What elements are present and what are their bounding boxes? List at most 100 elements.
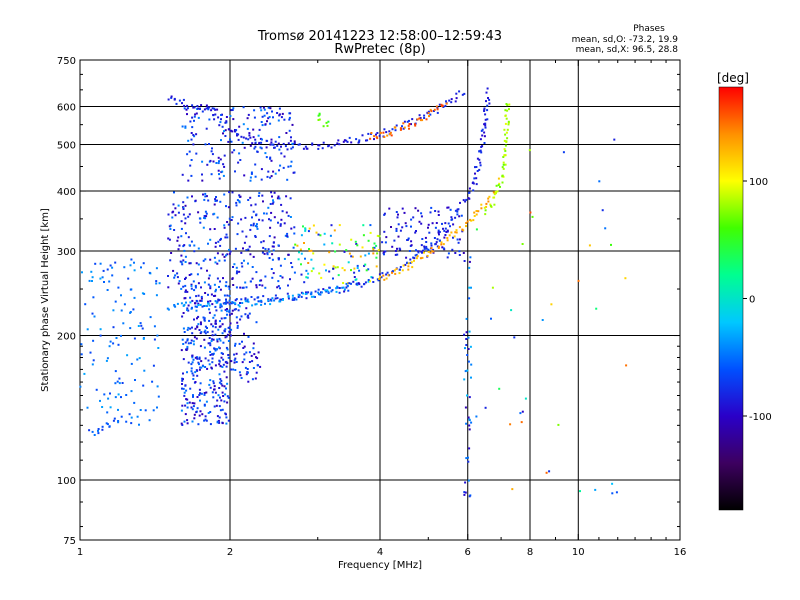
scatter-point — [521, 243, 524, 245]
scatter-point — [173, 229, 176, 231]
data-points — [79, 87, 628, 498]
scatter-point — [256, 357, 259, 360]
trace-point — [219, 303, 222, 306]
scatter-point — [249, 196, 252, 199]
scatter-point — [142, 337, 145, 340]
scatter-point — [300, 263, 302, 266]
scatter-point — [465, 331, 468, 334]
scatter-point — [92, 296, 95, 299]
scatter-point — [138, 423, 140, 426]
trace-point — [175, 102, 178, 105]
scatter-point — [130, 416, 133, 419]
scatter-point — [458, 215, 461, 218]
scatter-point — [251, 266, 254, 268]
trace-point — [440, 241, 443, 244]
phase-annotation-heading: Phases — [633, 24, 665, 34]
scatter-point — [279, 264, 282, 267]
scatter-point — [209, 238, 212, 241]
scatter-point — [266, 175, 269, 178]
scatter-point — [217, 240, 220, 243]
scatter-point — [367, 268, 370, 271]
trace-point — [456, 210, 459, 213]
scatter-point — [197, 282, 200, 285]
scatter-point — [469, 345, 472, 348]
trace-point — [182, 98, 185, 101]
scatter-point — [285, 211, 288, 214]
phase-annotation-o-mode: mean, sd,O: -73.2, 19.9 — [572, 35, 679, 45]
scatter-point — [209, 350, 212, 353]
scatter-point — [289, 139, 292, 142]
scatter-point — [257, 134, 260, 137]
trace-point — [493, 196, 496, 199]
scatter-point — [235, 352, 238, 355]
scatter-point — [221, 323, 224, 326]
scatter-point — [210, 293, 213, 296]
scatter-point — [226, 221, 229, 223]
scatter-point — [251, 277, 254, 280]
trace-point — [415, 257, 418, 260]
scatter-point — [323, 243, 326, 246]
scatter-point — [206, 163, 209, 166]
scatter-point — [243, 241, 246, 244]
scatter-point — [140, 324, 143, 327]
scatter-point — [203, 317, 206, 320]
scatter-point — [220, 139, 222, 142]
scatter-point — [215, 288, 217, 291]
scatter-point — [219, 409, 222, 412]
scatter-point — [180, 287, 183, 290]
scatter-point — [190, 132, 193, 134]
trace-point — [282, 142, 285, 145]
scatter-point — [213, 405, 216, 408]
scatter-point — [206, 269, 208, 272]
scatter-point — [214, 391, 217, 394]
scatter-point — [356, 267, 359, 269]
scatter-point — [203, 338, 206, 341]
trace-point — [198, 107, 201, 110]
scatter-point — [236, 324, 239, 327]
scatter-point — [350, 238, 353, 241]
scatter-point — [272, 272, 275, 275]
scatter-point — [235, 204, 238, 207]
scatter-point — [437, 231, 440, 234]
scatter-point — [192, 405, 195, 408]
trace-point — [97, 428, 100, 430]
scatter-point — [190, 138, 193, 141]
scatter-point — [232, 107, 235, 110]
trace-point — [262, 295, 265, 298]
scatter-point — [270, 191, 273, 194]
scatter-point — [198, 329, 201, 331]
scatter-point — [264, 152, 267, 155]
scatter-point — [213, 314, 216, 317]
scatter-point — [149, 316, 152, 319]
scatter-point — [255, 286, 258, 289]
trace-point — [298, 143, 301, 146]
scatter-point — [195, 369, 198, 372]
scatter-point — [206, 327, 208, 329]
trace-point — [197, 107, 200, 110]
trace-point — [265, 146, 268, 149]
scatter-point — [235, 201, 238, 204]
scatter-point — [312, 252, 315, 255]
scatter-point — [199, 321, 202, 324]
scatter-point — [227, 206, 230, 209]
trace-point — [317, 147, 320, 150]
scatter-point — [102, 269, 105, 272]
trace-point — [333, 144, 336, 147]
scatter-point — [176, 239, 179, 242]
scatter-point — [263, 252, 266, 255]
scatter-point — [462, 252, 465, 254]
trace-point — [225, 300, 228, 303]
scatter-point — [421, 251, 423, 254]
trace-point — [173, 98, 176, 101]
trace-point — [167, 308, 170, 311]
scatter-point — [305, 269, 308, 272]
scatter-point — [267, 248, 270, 251]
scatter-point — [364, 254, 367, 257]
scatter-point — [184, 222, 187, 225]
scatter-point — [484, 406, 487, 409]
scatter-point — [190, 339, 193, 342]
scatter-point — [403, 211, 406, 214]
scatter-point — [423, 245, 426, 248]
scatter-point — [277, 285, 280, 288]
scatter-point — [369, 231, 372, 234]
